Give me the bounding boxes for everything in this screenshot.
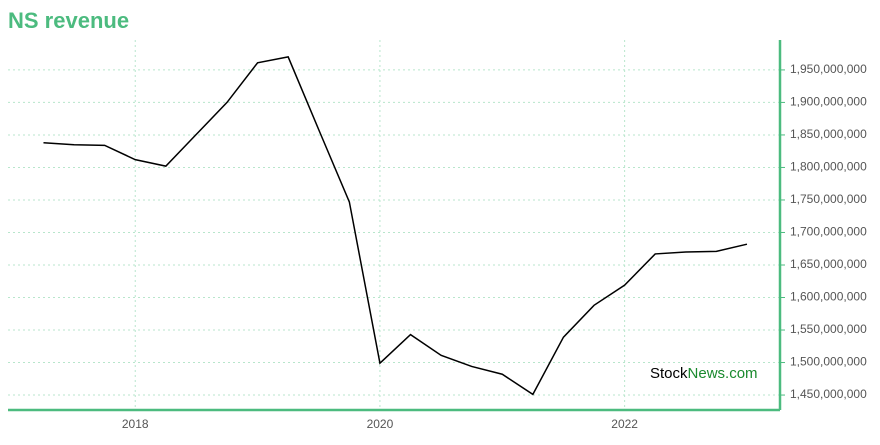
y-tick-label: 1,600,000,000 [790, 290, 867, 304]
watermark-part: .com [725, 365, 758, 382]
y-tick-label: 1,950,000,000 [790, 62, 867, 76]
y-tick-label: 1,550,000,000 [790, 322, 867, 336]
watermark-part: Stock [650, 365, 688, 382]
data-line [43, 56, 748, 396]
y-tick-label: 1,850,000,000 [790, 127, 867, 141]
y-tick-label: 1,900,000,000 [790, 95, 867, 109]
y-tick-label: 1,450,000,000 [790, 387, 867, 401]
y-tick-label: 1,500,000,000 [790, 355, 867, 369]
watermark: StockNews.com [650, 365, 758, 382]
x-tick-label: 2018 [122, 417, 149, 431]
x-tick-label: 2020 [367, 417, 394, 431]
x-tick-label: 2022 [611, 417, 638, 431]
y-tick-label: 1,750,000,000 [790, 192, 867, 206]
y-tick-label: 1,700,000,000 [790, 225, 867, 239]
y-tick-label: 1,650,000,000 [790, 257, 867, 271]
y-tick-label: 1,800,000,000 [790, 160, 867, 174]
watermark-part: News [688, 365, 726, 382]
chart-title: NS revenue [8, 8, 129, 33]
